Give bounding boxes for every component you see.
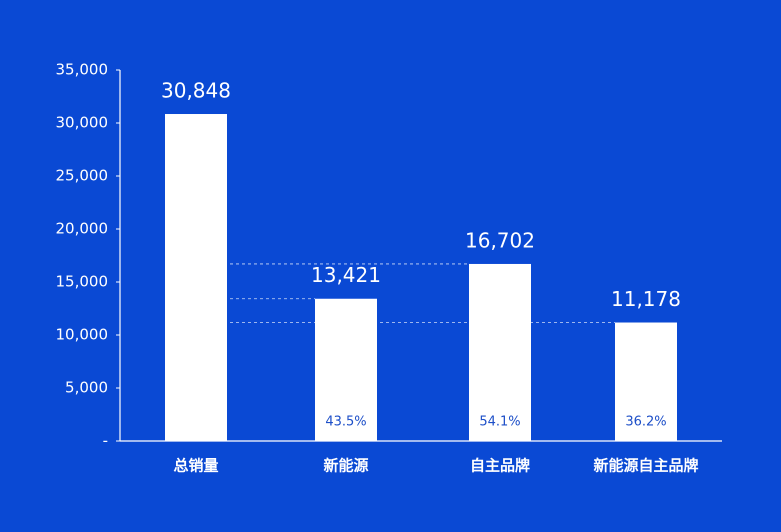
bar (165, 114, 227, 441)
y-tick-label: 5,000 (65, 379, 108, 397)
data-label: 16,702 (465, 228, 535, 252)
share-label: 43.5% (325, 415, 366, 430)
y-tick-label: 35,000 (56, 61, 109, 79)
data-label: 13,421 (311, 263, 381, 287)
x-tick-label: 自主品牌 (470, 457, 530, 475)
y-tick-label: 10,000 (56, 326, 109, 344)
data-label: 30,848 (161, 79, 231, 103)
x-tick-label: 新能源 (323, 457, 368, 475)
y-tick-label: 25,000 (56, 167, 109, 185)
share-label: 54.1% (479, 415, 520, 430)
y-tick-label: 15,000 (56, 273, 109, 291)
x-tick-label: 总销量 (173, 457, 218, 475)
bar (469, 263, 531, 441)
y-tick-label: 20,000 (56, 220, 109, 238)
data-label: 11,178 (611, 287, 681, 311)
bar (615, 322, 677, 441)
y-tick-label: 30,000 (56, 114, 109, 132)
share-label: 36.2% (625, 415, 666, 430)
x-tick-label: 新能源自主品牌 (593, 457, 698, 475)
y-tick-label: - (103, 432, 108, 450)
